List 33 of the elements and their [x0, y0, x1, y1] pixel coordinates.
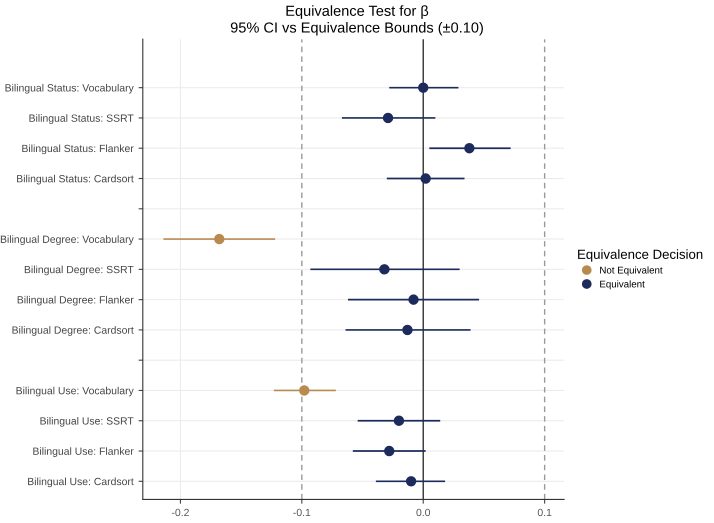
legend-label: Not Equivalent — [600, 266, 663, 276]
point — [408, 294, 419, 305]
y-tick-label: Bilingual Status: Flanker — [22, 144, 134, 154]
y-tick-label: Bilingual Degree: Vocabulary — [0, 235, 134, 245]
y-tick-label: Bilingual Degree: Flanker — [18, 296, 134, 306]
y-tick-label: Bilingual Status: Vocabulary — [6, 84, 134, 94]
chart-title: Equivalence Test for β — [286, 5, 428, 19]
y-tick-label: Bilingual Degree: Cardsort — [12, 326, 134, 336]
point — [418, 82, 428, 93]
x-tick-label: -0.1 — [293, 508, 310, 516]
x-tick-label: 0.0 — [416, 508, 430, 516]
y-tick-label: Bilingual Status: SSRT — [29, 114, 134, 124]
point — [299, 385, 310, 396]
point — [406, 476, 416, 487]
point — [214, 234, 224, 244]
point — [382, 112, 394, 124]
point — [402, 324, 413, 336]
x-tick-label: -0.2 — [172, 508, 189, 516]
legend-title: Equivalence Decision — [578, 249, 702, 262]
point — [420, 173, 431, 184]
y-tick-label: Bilingual Degree: SSRT — [24, 266, 134, 276]
point — [464, 143, 475, 154]
point — [379, 264, 390, 275]
legend-label: Equivalent — [600, 280, 645, 290]
y-tick-label: Bilingual Use: Vocabulary — [16, 386, 134, 396]
point — [394, 416, 404, 426]
y-tick-label: Bilingual Status: Cardsort — [17, 174, 134, 184]
x-tick-label: 0.1 — [538, 508, 552, 516]
point — [384, 446, 394, 456]
y-tick-label: Bilingual Use: SSRT — [40, 416, 134, 427]
y-tick-label: Bilingual Use: Flanker — [33, 447, 134, 457]
chart-subtitle: 95% CI vs Equivalence Bounds (±0.10) — [230, 22, 483, 36]
y-tick-label: Bilingual Use: Cardsort — [28, 478, 134, 488]
